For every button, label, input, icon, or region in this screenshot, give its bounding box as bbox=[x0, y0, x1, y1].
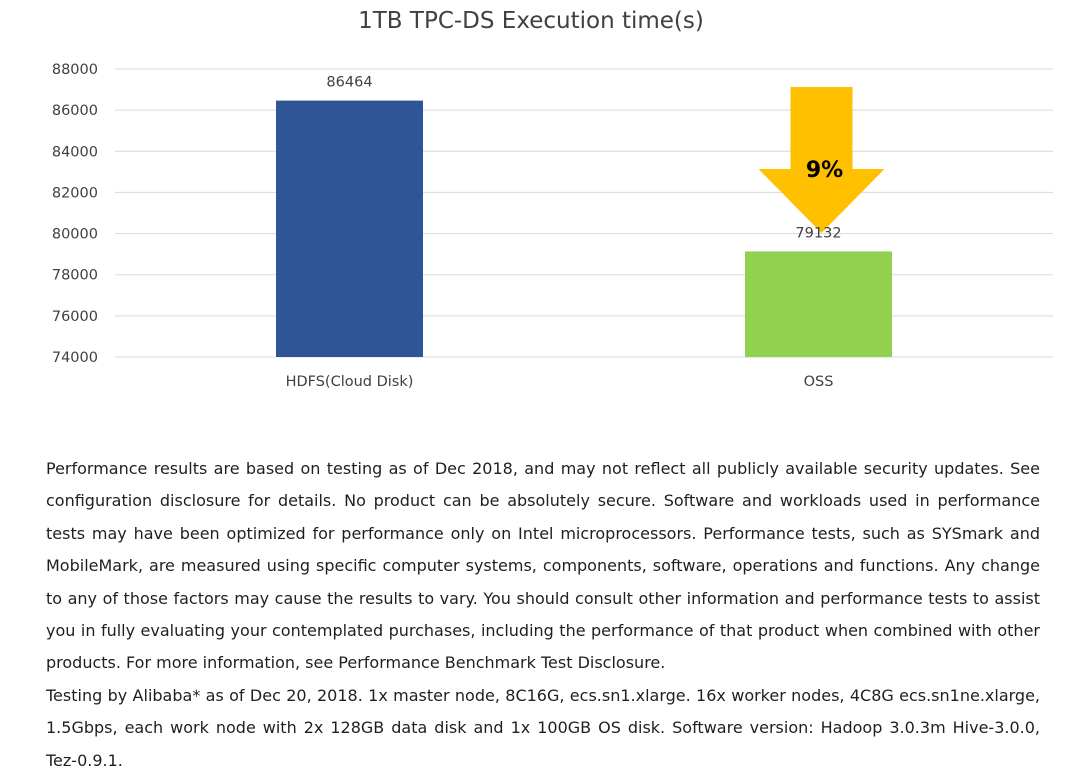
x-tick-label: HDFS(Cloud Disk) bbox=[286, 374, 414, 390]
bar-chart: 1TB TPC-DS Execution time(s) 74000 76000 78… bbox=[52, 8, 1053, 390]
disclaimer: Performance results are based on testing… bbox=[46, 453, 1040, 777]
bar-oss bbox=[745, 251, 892, 357]
y-tick-label: 82000 bbox=[52, 185, 98, 201]
annotation-label: 9% bbox=[806, 158, 843, 183]
down-arrow-icon bbox=[758, 87, 885, 233]
y-tick-label: 88000 bbox=[52, 62, 98, 78]
y-tick-label: 78000 bbox=[52, 268, 98, 284]
y-tick-label: 74000 bbox=[52, 350, 98, 366]
disclaimer-paragraph-1: Performance results are based on testing… bbox=[46, 459, 1040, 673]
chart-title: 1TB TPC-DS Execution time(s) bbox=[358, 8, 704, 34]
y-tick-label: 86000 bbox=[52, 103, 98, 119]
disclaimer-paragraph-2: Testing by Alibaba* as of Dec 20, 2018. … bbox=[46, 685, 1040, 770]
data-label: 86464 bbox=[326, 75, 372, 91]
y-tick-label: 76000 bbox=[52, 309, 98, 325]
data-label: 79132 bbox=[795, 225, 841, 241]
y-tick-label: 84000 bbox=[52, 144, 98, 160]
y-tick-label: 80000 bbox=[52, 227, 98, 243]
bar-hdfs bbox=[276, 100, 423, 357]
x-tick-label: OSS bbox=[804, 374, 834, 390]
